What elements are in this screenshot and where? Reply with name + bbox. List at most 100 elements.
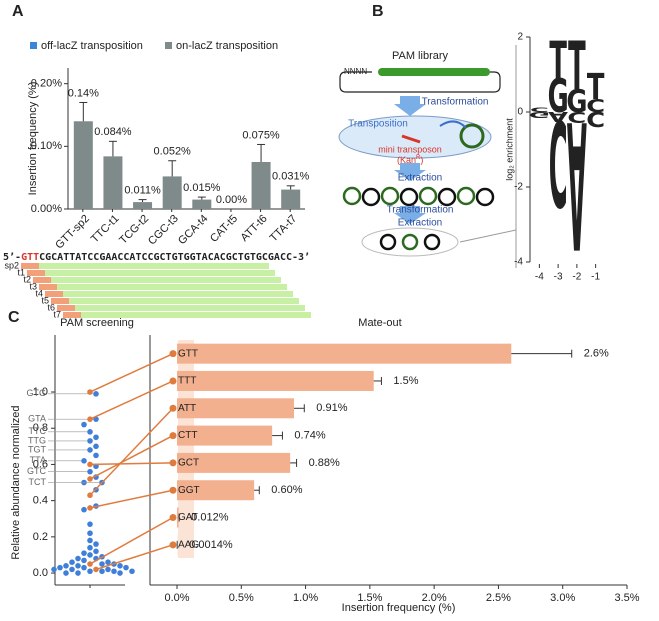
link	[89, 380, 174, 420]
point	[87, 468, 93, 475]
seq-rest: CGCATTATCCGAACCATCCGCTGTGGTACACGCTGTGCGA…	[39, 252, 292, 263]
logo-letter: A	[567, 81, 587, 284]
point	[87, 552, 93, 558]
value-label: 0.91%	[316, 402, 347, 414]
x-tick-label: -2	[572, 272, 581, 283]
logo-letter: C	[586, 107, 605, 131]
point	[117, 563, 123, 569]
point	[111, 568, 117, 575]
y-axis-label: log₂ enrichment	[504, 118, 514, 181]
seq-3: -3’	[292, 252, 310, 263]
bar	[177, 452, 291, 473]
track-label: t2	[23, 274, 31, 284]
legend-label: off-lacZ transposition	[41, 40, 143, 52]
link	[89, 462, 174, 466]
x-tick-label: -1	[591, 272, 600, 283]
point	[93, 452, 99, 459]
track-pam	[27, 270, 45, 276]
point-label: GTA	[28, 414, 46, 424]
point	[81, 421, 87, 428]
point	[117, 570, 123, 576]
sequence: 5’-GTTCGCATTATCCGAACCATCCGCTGTGGTACACGCT…	[3, 252, 310, 263]
track-pam	[21, 263, 39, 269]
y-tick-label: 0.10%	[31, 140, 62, 152]
x-tick-label: TTC-t1	[89, 213, 122, 246]
kan: (KanR)	[397, 155, 423, 166]
category-dot	[169, 432, 177, 440]
track-label: t3	[29, 281, 37, 291]
x-tick-label: 2.5%	[486, 592, 511, 604]
track-label: t5	[41, 295, 49, 305]
x-tick-label: -4	[535, 272, 544, 283]
point	[87, 429, 93, 435]
track-pam	[39, 284, 57, 290]
value-label: 0.0014%	[189, 539, 233, 551]
diagram: PAM library NNNN Transformation Transpos…	[338, 45, 517, 268]
y-tick-label: -2	[514, 182, 523, 193]
point	[69, 566, 75, 573]
step: Transposition	[348, 119, 408, 130]
rings	[342, 186, 495, 207]
point	[87, 521, 93, 527]
point	[93, 391, 99, 397]
y-tick-label: CTT	[178, 430, 197, 441]
y-tick-label: 0.2	[33, 531, 48, 543]
x-tick-label: ATT-t6	[238, 213, 269, 244]
point	[99, 561, 105, 567]
y-tick-label: 0.0	[33, 567, 48, 579]
logo-letter: A	[548, 109, 568, 124]
panel-title: Mate-out	[358, 317, 401, 329]
track-body	[69, 298, 299, 304]
bar	[177, 370, 374, 391]
step: Transformation	[387, 205, 454, 216]
point	[75, 570, 81, 576]
y-tick-label: GCT	[178, 458, 199, 469]
category-dot	[169, 404, 177, 412]
point-label: TCT	[29, 477, 47, 487]
bar	[177, 398, 294, 419]
value-label: 0.052%	[154, 146, 192, 158]
value-label: 0.011%	[124, 185, 161, 197]
arrow	[394, 206, 426, 224]
value-label: 0.012%	[191, 511, 229, 523]
bar	[177, 507, 179, 528]
track-body	[57, 284, 287, 290]
connector	[459, 229, 517, 243]
track-pam	[57, 305, 75, 311]
link	[89, 434, 174, 480]
point-label: GTC	[27, 466, 46, 476]
cell	[338, 115, 492, 159]
bar	[133, 202, 153, 209]
track-body	[51, 277, 281, 283]
seq-pam: GTT	[21, 252, 39, 263]
y-tick-label: -4	[514, 257, 523, 268]
y-tick-label: 0.00%	[31, 203, 62, 215]
point	[81, 550, 87, 556]
track-body	[39, 263, 269, 269]
point-label: TGT	[28, 444, 46, 454]
y-tick-label: GAT	[178, 512, 198, 523]
kan-sup: R	[416, 155, 421, 161]
x-tick-label: TTA-t7	[268, 213, 300, 245]
legend-swatch	[30, 42, 37, 49]
point	[129, 568, 135, 575]
value-label: 0.031%	[272, 171, 310, 183]
kan: (Kan	[397, 155, 416, 165]
legend-label: on-lacZ transposition	[176, 40, 278, 52]
x-tick-label: 1.0%	[293, 592, 318, 604]
point	[123, 564, 129, 571]
transposon-label: mini transposon	[378, 144, 442, 154]
value-label: 0.60%	[271, 484, 302, 496]
y-tick-label: 2	[517, 32, 523, 43]
point	[99, 568, 105, 575]
category-dot	[169, 541, 177, 549]
logo-letter: C	[549, 92, 568, 229]
track-body	[63, 291, 293, 297]
y-tick-label: GTT	[178, 348, 198, 359]
x-axis-label: Insertion frequency (%)	[342, 602, 456, 614]
insert	[378, 68, 490, 76]
track-body	[75, 305, 305, 311]
point	[87, 544, 93, 551]
logo-letter: G	[548, 69, 569, 123]
category-dot	[169, 514, 177, 522]
